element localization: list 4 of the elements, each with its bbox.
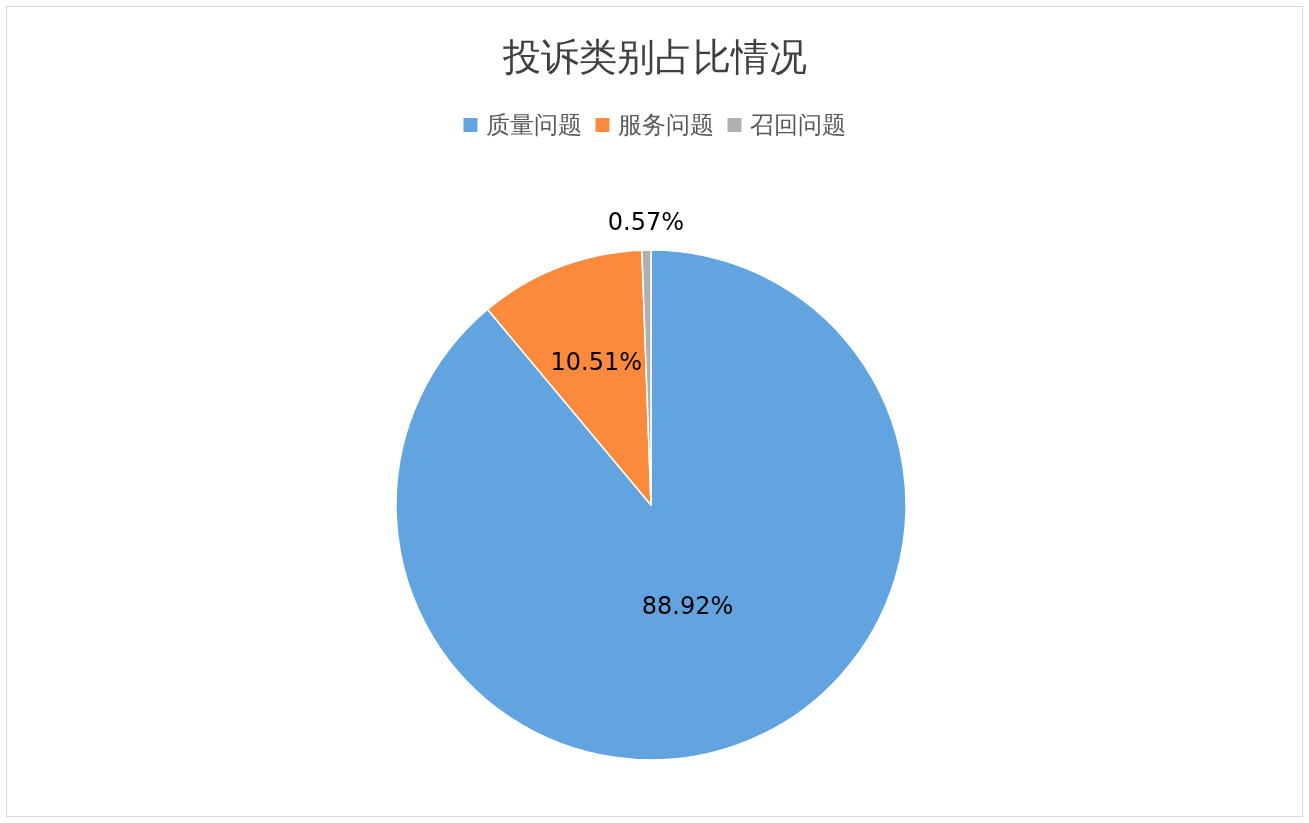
legend-label: 召回问题	[749, 111, 846, 139]
title: 投诉类别占比情况	[502, 35, 807, 79]
legend-label: 质量问题	[485, 111, 582, 139]
legend-label: 服务问题	[617, 111, 714, 139]
